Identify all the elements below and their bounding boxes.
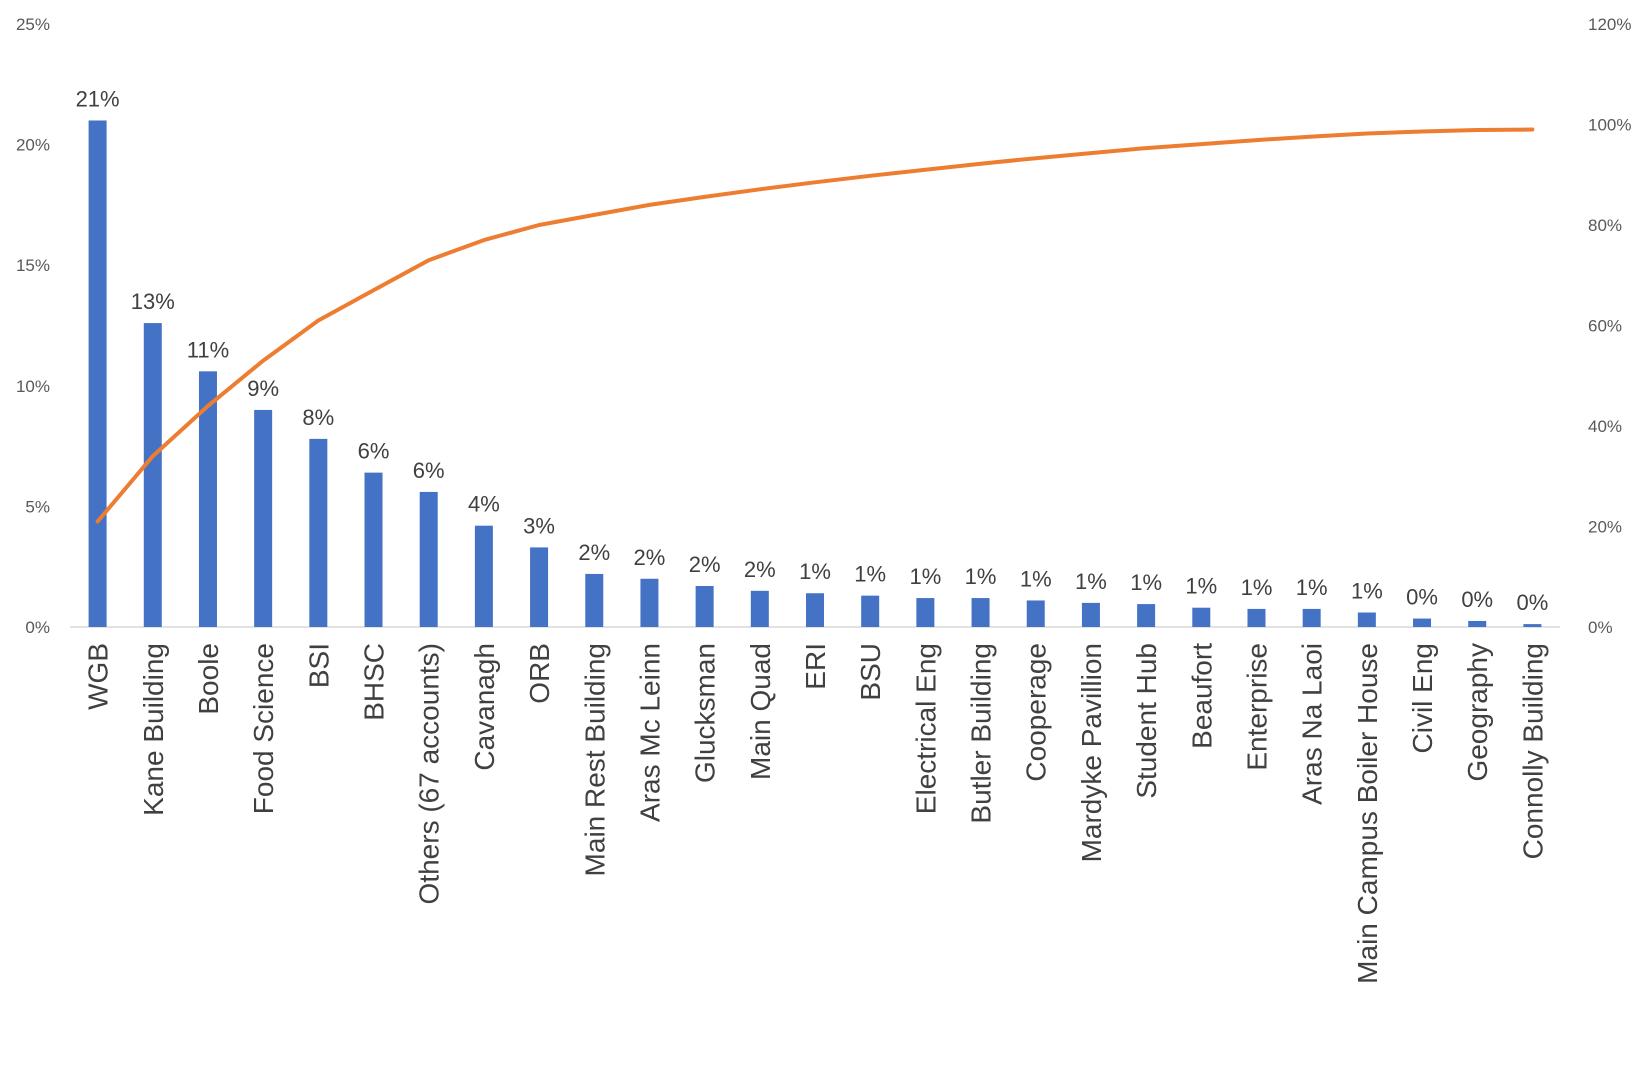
category-label: Kane Building	[138, 643, 169, 816]
bar	[88, 120, 107, 627]
bar	[971, 598, 990, 627]
category-label: Boole	[193, 643, 224, 715]
category-label: Student Hub	[1131, 643, 1162, 799]
bar-data-label: 0%	[1461, 587, 1493, 612]
category-label: Electrical Eng	[910, 643, 941, 814]
bar	[1302, 608, 1321, 627]
category-label: Main Campus Boiler House	[1352, 643, 1383, 984]
bar	[254, 409, 273, 627]
bar	[1357, 612, 1376, 627]
category-label: Geography	[1462, 643, 1493, 782]
y-left-tick-label: 20%	[16, 136, 50, 155]
bar-data-label: 11%	[187, 337, 229, 362]
category-label: Main Quad	[745, 643, 776, 780]
bar-data-label: 1%	[1020, 566, 1052, 591]
bar-data-label: 8%	[302, 405, 334, 430]
bar	[364, 472, 383, 627]
bar-data-label: 6%	[358, 439, 390, 464]
cumulative-line	[95, 127, 1535, 524]
y-right-tick-label: 20%	[1588, 518, 1622, 537]
bar-data-label: 2%	[689, 552, 721, 577]
bar	[585, 573, 604, 627]
bar-data-label: 0%	[1517, 590, 1549, 615]
bar-data-label: 1%	[1130, 570, 1162, 595]
y-right-tick-label: 60%	[1588, 317, 1622, 336]
category-label: BHSC	[359, 643, 390, 721]
y-right-tick-label: 100%	[1588, 116, 1631, 135]
bar	[198, 371, 217, 627]
bar	[1523, 624, 1542, 627]
y-left-tick-label: 5%	[25, 497, 50, 516]
bar	[419, 491, 438, 627]
bar	[861, 595, 880, 627]
bar-data-label: 6%	[413, 458, 445, 483]
bar-data-label: 4%	[468, 492, 500, 517]
bar	[474, 525, 493, 627]
bar	[530, 547, 549, 627]
bar	[640, 578, 659, 627]
bar-data-label: 1%	[1296, 575, 1328, 600]
category-label: BSI	[303, 643, 334, 688]
y-left-tick-label: 0%	[25, 618, 50, 637]
y-right-tick-label: 80%	[1588, 216, 1622, 235]
bar	[1247, 608, 1266, 627]
y-right-tick-label: 0%	[1588, 618, 1613, 637]
category-label: ORB	[524, 643, 555, 704]
y-left-tick-label: 25%	[16, 15, 50, 34]
category-label: BSU	[855, 643, 886, 701]
bar-data-label: 13%	[131, 289, 175, 314]
category-label: Enterprise	[1241, 643, 1272, 771]
bar	[1137, 604, 1156, 627]
bar	[916, 598, 935, 627]
bar-data-label: 1%	[1351, 579, 1383, 604]
bar	[1026, 600, 1045, 627]
bar-data-label: 1%	[1075, 569, 1107, 594]
bar-data-label: 0%	[1406, 585, 1438, 610]
y-right-tick-label: 120%	[1588, 15, 1631, 34]
bar-data-label: 2%	[634, 545, 666, 570]
category-label: Cavanagh	[469, 643, 500, 771]
bar	[1413, 618, 1432, 627]
y-left-tick-label: 15%	[16, 256, 50, 275]
category-label: Butler Building	[966, 643, 997, 824]
bar	[750, 590, 769, 627]
category-label: Connolly Building	[1517, 643, 1548, 859]
bar	[143, 323, 162, 627]
bar-data-label: 1%	[1185, 574, 1217, 599]
bar-data-label: 21%	[76, 86, 120, 111]
bar-data-label: 1%	[799, 559, 831, 584]
bar	[309, 438, 328, 627]
category-label: Cooperage	[1021, 643, 1052, 782]
category-label: Main Rest Building	[579, 643, 610, 876]
category-label: Beaufort	[1186, 643, 1217, 749]
category-label: WGB	[83, 643, 114, 710]
bar-data-label: 1%	[965, 564, 997, 589]
bar-data-label: 2%	[744, 557, 776, 582]
category-label: Others (67 accounts)	[414, 643, 445, 904]
category-label: Aras Mc Leinn	[634, 643, 665, 822]
category-label: Glucksman	[690, 643, 721, 783]
category-label: Mardyke Pavillion	[1076, 643, 1107, 862]
bar	[806, 593, 824, 627]
bar-data-label: 1%	[1241, 575, 1273, 600]
category-label: Civil Eng	[1407, 643, 1438, 753]
category-label: Food Science	[248, 643, 279, 814]
bar-data-label: 1%	[909, 564, 941, 589]
bar	[1081, 602, 1100, 627]
bar	[1192, 607, 1211, 627]
category-label: ERI	[800, 643, 831, 690]
y-right-tick-label: 40%	[1588, 417, 1622, 436]
bar-data-label: 2%	[578, 540, 610, 565]
bar	[695, 585, 714, 627]
category-label: Aras Na Laoi	[1297, 643, 1328, 805]
bar-data-label: 1%	[854, 562, 886, 587]
bar	[1468, 620, 1487, 627]
y-left-tick-label: 10%	[16, 377, 50, 396]
bar-data-label: 3%	[523, 513, 555, 538]
bar-data-label: 9%	[247, 376, 279, 401]
